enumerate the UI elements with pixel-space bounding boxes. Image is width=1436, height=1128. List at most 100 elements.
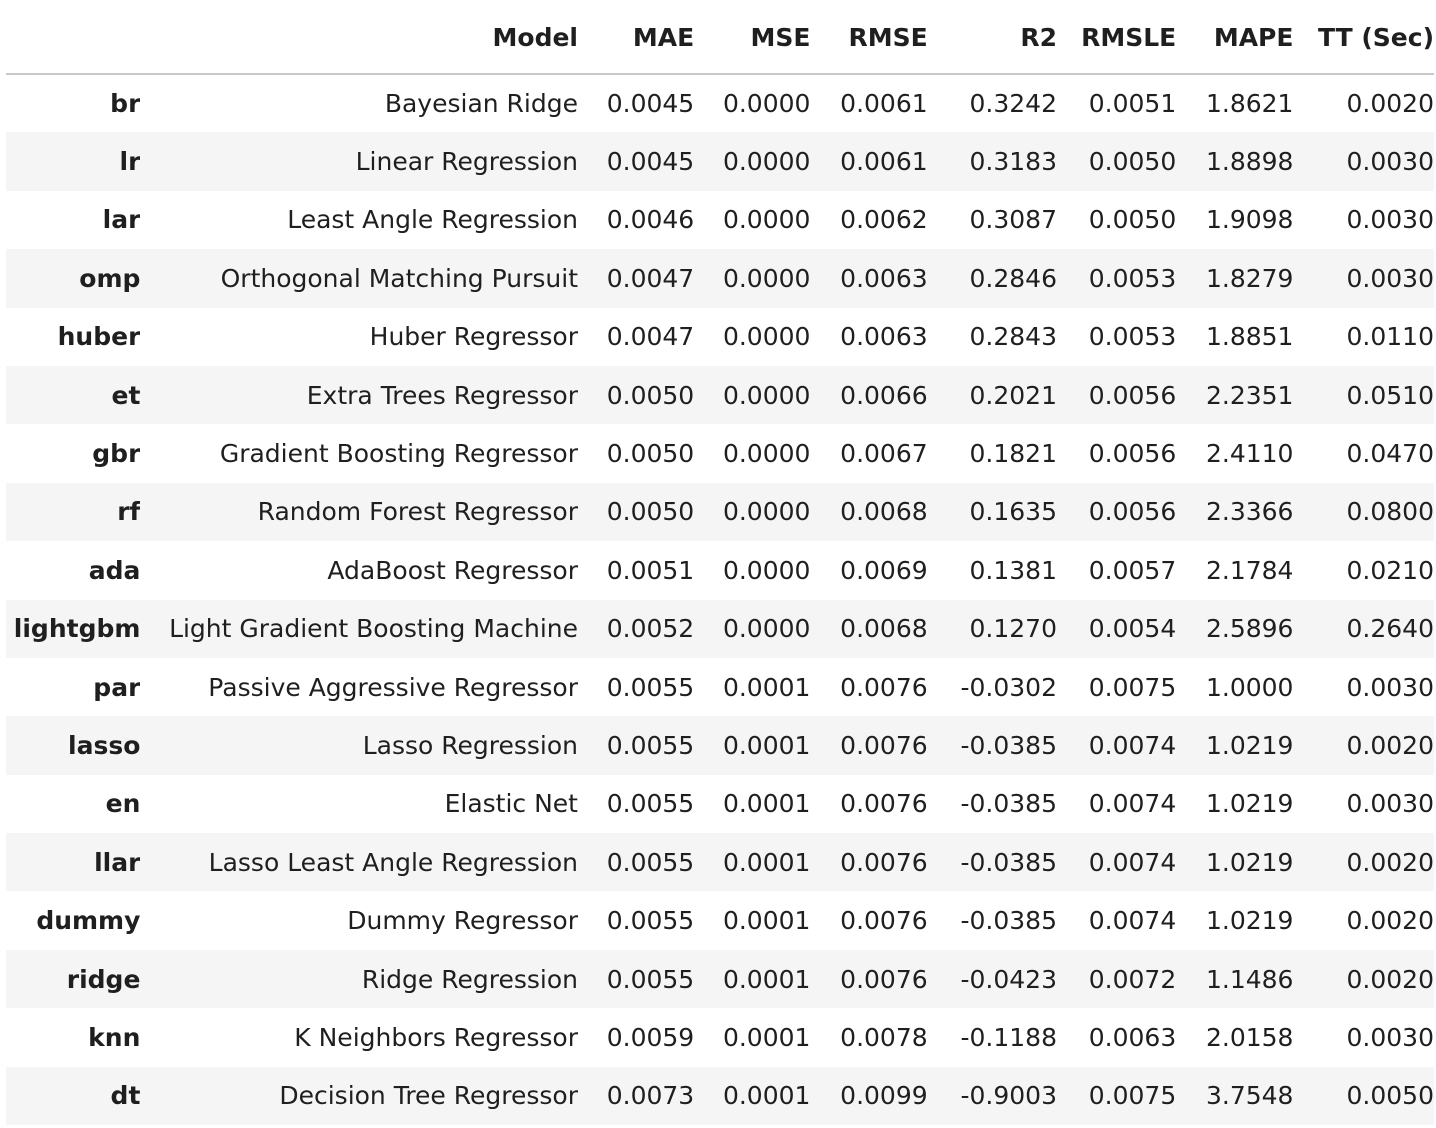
header-mse: MSE: [694, 0, 811, 75]
tt-sec-cell: 0.0050: [1346, 1081, 1434, 1111]
r2-cell: -0.9003: [960, 1081, 1058, 1111]
table-row: huber Huber Regressor 0.0047 0.0000 0.0063 0.…: [6, 308, 1434, 366]
model-name-cell: Decision Tree Regressor: [279, 1081, 578, 1111]
row-index-label: et: [111, 380, 141, 410]
header-mae: MAE: [578, 0, 695, 75]
mape-cell: 2.4110: [1205, 439, 1294, 469]
rmse-cell: 0.0063: [840, 322, 928, 352]
results-table-container: Model MAE MSE RMSE R2 RMSLE MAPE TT (Sec…: [6, 0, 1434, 1126]
rmsle-cell: 0.0074: [1088, 847, 1177, 877]
mse-cell: 0.0000: [722, 147, 811, 177]
mse-cell: 0.0001: [722, 906, 811, 936]
r2-cell: 0.2843: [969, 322, 1057, 352]
rmse-cell: 0.0069: [840, 555, 928, 585]
row-index-label: br: [110, 89, 141, 119]
model-name-cell: Passive Aggressive Regressor: [208, 672, 578, 702]
mape-cell: 2.5896: [1205, 614, 1294, 644]
mape-cell: 2.3366: [1205, 497, 1294, 527]
r2-cell: 0.3087: [969, 205, 1057, 235]
model-name-cell: Lasso Regression: [362, 730, 578, 760]
r2-cell: 0.2021: [969, 380, 1057, 410]
model-name-cell: Elastic Net: [444, 789, 578, 819]
row-index-label: dt: [110, 1081, 141, 1111]
r2-cell: 0.1270: [969, 614, 1057, 644]
mse-cell: 0.0001: [722, 1022, 811, 1052]
header-index: [6, 0, 141, 75]
model-name-cell: Dummy Regressor: [347, 906, 578, 936]
table-row: rf Random Forest Regressor 0.0050 0.0000 0.0…: [6, 482, 1434, 542]
mae-cell: 0.0045: [606, 147, 695, 177]
tt-sec-cell: 0.0030: [1346, 1022, 1434, 1052]
mape-cell: 1.9098: [1205, 205, 1294, 235]
mape-cell: 2.2351: [1205, 380, 1294, 410]
rmse-cell: 0.0066: [840, 380, 928, 410]
tt-sec-cell: 0.0800: [1346, 497, 1434, 527]
mape-cell: 1.1486: [1205, 964, 1294, 994]
mae-cell: 0.0059: [606, 1022, 695, 1052]
table-row: lightgbm Light Gradient Boosting Machine 0…: [6, 599, 1434, 658]
tt-sec-cell: 0.0030: [1346, 205, 1434, 235]
mape-cell: 1.0219: [1205, 906, 1294, 936]
table-row: ada AdaBoost Regressor 0.0051 0.0000 0.0069 0…: [6, 541, 1434, 599]
rmse-cell: 0.0067: [840, 439, 928, 469]
table-row: lasso Lasso Regression 0.0055 0.0001 0.0076 -…: [6, 716, 1434, 775]
model-name-cell: Huber Regressor: [369, 322, 578, 352]
mae-cell: 0.0055: [606, 964, 695, 994]
r2-cell: 0.1821: [969, 439, 1057, 469]
row-index-label: lar: [102, 205, 141, 235]
tt-sec-cell: 0.0020: [1346, 906, 1434, 936]
row-index-label: gbr: [92, 439, 141, 469]
rmsle-cell: 0.0075: [1088, 1081, 1177, 1111]
mape-cell: 1.8898: [1205, 147, 1294, 177]
mape-cell: 1.8851: [1205, 322, 1294, 352]
mae-cell: 0.0055: [606, 730, 695, 760]
mse-cell: 0.0000: [722, 555, 811, 585]
rmse-cell: 0.0061: [840, 89, 928, 119]
table-row: en Elastic Net 0.0055 0.0001 0.0076 -0.0385 0.…: [6, 775, 1434, 833]
r2-cell: 0.3242: [969, 89, 1057, 119]
row-index-label: en: [105, 789, 141, 819]
table-row: et Extra Trees Regressor 0.0050 0.0000 0.006…: [6, 365, 1434, 425]
mse-cell: 0.0000: [722, 439, 811, 469]
rmsle-cell: 0.0054: [1088, 614, 1177, 644]
mse-cell: 0.0000: [722, 263, 811, 293]
r2-cell: -0.0302: [960, 672, 1058, 702]
rmsle-cell: 0.0053: [1088, 263, 1177, 293]
model-name-cell: Random Forest Regressor: [257, 497, 578, 527]
mse-cell: 0.0001: [722, 672, 811, 702]
rmsle-cell: 0.0051: [1088, 89, 1177, 119]
mse-cell: 0.0000: [722, 89, 811, 119]
mae-cell: 0.0045: [606, 89, 695, 119]
row-index-label: llar: [94, 847, 141, 877]
rmse-cell: 0.0061: [840, 147, 928, 177]
mae-cell: 0.0055: [606, 906, 695, 936]
r2-cell: -0.0423: [960, 964, 1058, 994]
mape-cell: 1.0000: [1205, 672, 1294, 702]
mae-cell: 0.0046: [606, 205, 695, 235]
rmsle-cell: 0.0053: [1088, 322, 1177, 352]
table-row: par Passive Aggressive Regressor 0.0055 0.0…: [6, 658, 1434, 716]
row-index-label: lightgbm: [13, 614, 141, 644]
r2-cell: 0.3183: [969, 147, 1057, 177]
table-row: knn K Neighbors Regressor 0.0059 0.0001 0.00…: [6, 1008, 1434, 1066]
rmsle-cell: 0.0072: [1088, 964, 1177, 994]
mae-cell: 0.0052: [606, 614, 695, 644]
rmsle-cell: 0.0056: [1088, 380, 1177, 410]
mse-cell: 0.0001: [722, 847, 811, 877]
rmse-cell: 0.0062: [840, 205, 928, 235]
tt-sec-cell: 0.0020: [1346, 847, 1434, 877]
table-row: ridge Ridge Regression 0.0055 0.0001 0.0076 -…: [6, 949, 1434, 1009]
tt-sec-cell: 0.2640: [1346, 614, 1434, 644]
header-mape: MAPE: [1176, 0, 1294, 75]
mae-cell: 0.0055: [606, 672, 695, 702]
r2-cell: -0.0385: [960, 789, 1058, 819]
tt-sec-cell: 0.0510: [1346, 380, 1434, 410]
mape-cell: 1.0219: [1205, 789, 1294, 819]
mae-cell: 0.0050: [606, 380, 695, 410]
tt-sec-cell: 0.0470: [1346, 439, 1434, 469]
rmse-cell: 0.0076: [840, 847, 928, 877]
row-index-label: dummy: [36, 906, 141, 936]
row-index-label: huber: [57, 322, 141, 352]
mae-cell: 0.0050: [606, 439, 695, 469]
mape-cell: 1.8621: [1205, 89, 1294, 119]
